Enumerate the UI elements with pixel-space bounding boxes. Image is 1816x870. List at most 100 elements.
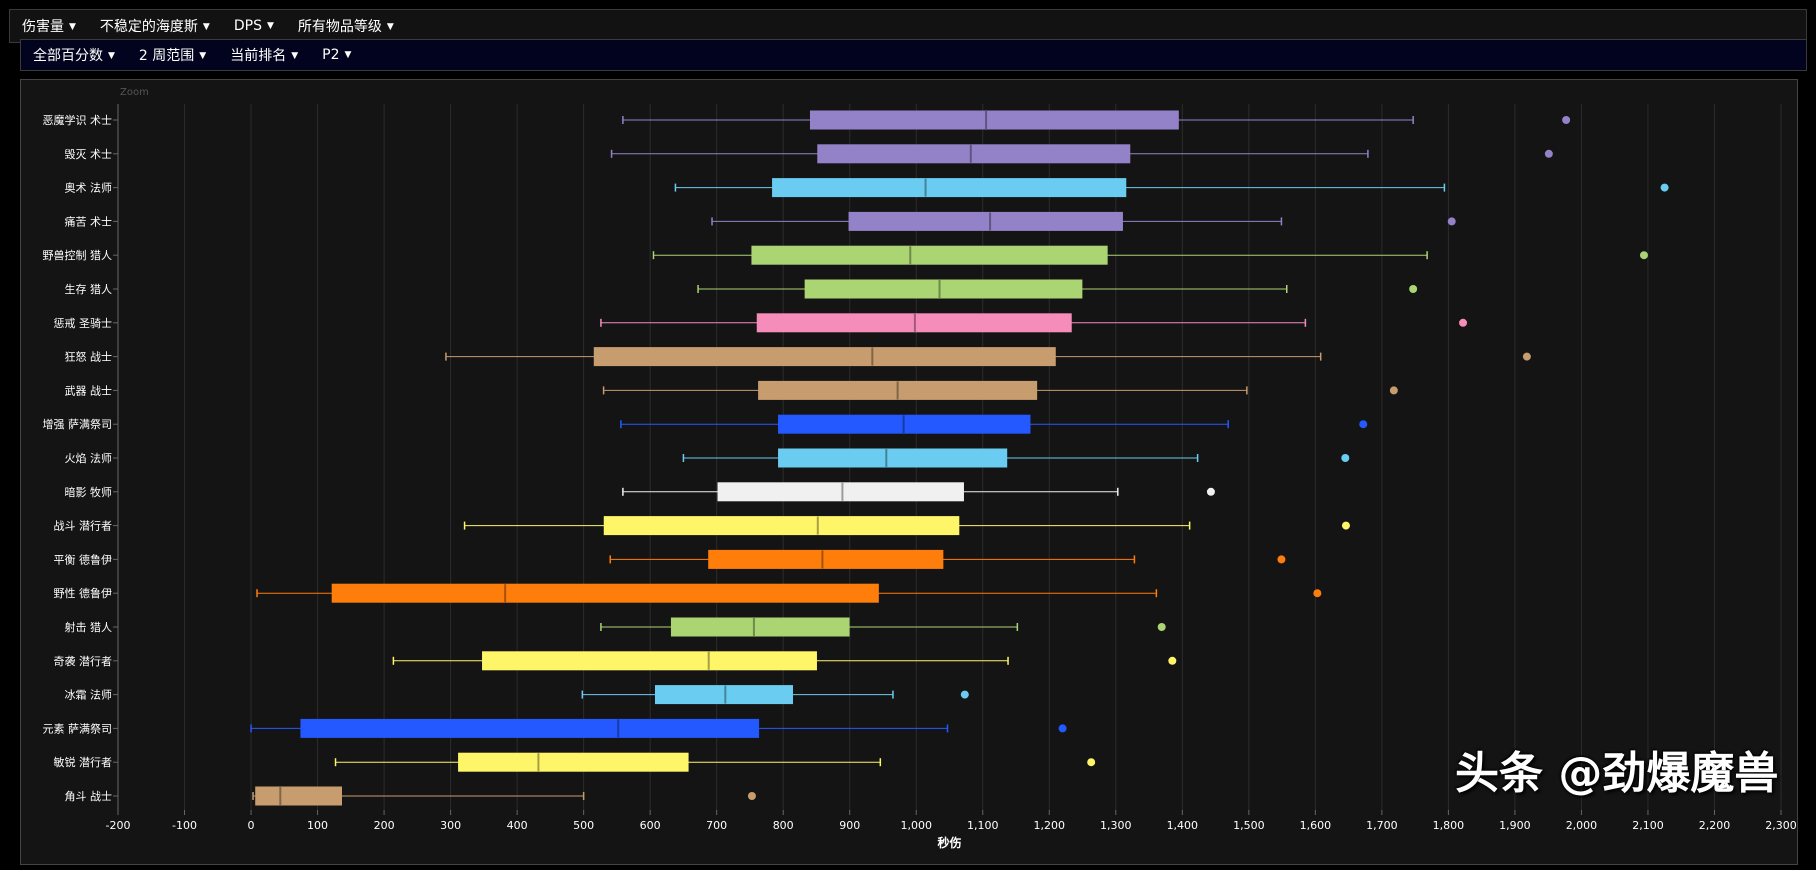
outlier-point bbox=[1157, 623, 1166, 631]
box bbox=[331, 583, 879, 603]
dropdown-label: 伤害量 bbox=[22, 19, 64, 35]
outlier-point bbox=[1409, 285, 1418, 293]
box bbox=[751, 245, 1108, 265]
x-tick-label: 1,100 bbox=[967, 819, 999, 832]
caret-down-icon: ▼ bbox=[199, 51, 207, 61]
percentile-dropdown[interactable]: 全部百分数 ▼ bbox=[33, 45, 115, 65]
role-dropdown[interactable]: DPS ▼ bbox=[234, 18, 274, 34]
x-tick-label: 0 bbox=[248, 819, 255, 832]
watermark: 头条 @劲爆魔兽 bbox=[1455, 748, 1779, 799]
box bbox=[482, 651, 817, 671]
category-label: 平衡 德鲁伊 bbox=[54, 552, 113, 566]
x-tick-label: 500 bbox=[573, 819, 594, 832]
category-label: 角斗 战士 bbox=[65, 790, 113, 803]
category-label: 武器 战士 bbox=[65, 384, 113, 397]
x-tick-label: 2,000 bbox=[1566, 819, 1598, 832]
outlier-point bbox=[1562, 116, 1571, 124]
outlier-point bbox=[1544, 149, 1553, 158]
x-tick-label: 900 bbox=[839, 819, 860, 832]
category-label: 火焰 法师 bbox=[65, 451, 113, 465]
caret-down-icon: ▼ bbox=[202, 22, 210, 32]
x-tick-label: 1,000 bbox=[900, 819, 932, 832]
category-label: 射击 猎人 bbox=[65, 620, 113, 634]
outlier-point bbox=[1447, 217, 1456, 226]
box bbox=[593, 347, 1056, 367]
x-tick-label: 1,200 bbox=[1034, 819, 1066, 832]
box bbox=[603, 516, 960, 536]
box bbox=[300, 718, 760, 738]
box bbox=[804, 279, 1083, 299]
x-axis-title: 秒伤 bbox=[937, 835, 961, 850]
dropdown-label: 所有物品等级 bbox=[297, 19, 382, 35]
outlier-point bbox=[1639, 251, 1648, 260]
x-tick-label: -100 bbox=[172, 819, 197, 832]
secondary-filter-bar: 全部百分数 ▼ 2 周范围 ▼ 当前排名 ▼ P2 ▼ bbox=[20, 39, 1807, 71]
x-tick-label: 300 bbox=[440, 819, 461, 832]
x-tick-label: 1,700 bbox=[1366, 819, 1398, 832]
dropdown-label: 全部百分数 bbox=[33, 48, 103, 64]
x-tick-label: 2,300 bbox=[1765, 819, 1797, 832]
box bbox=[809, 110, 1179, 130]
outlier-point bbox=[1277, 555, 1286, 564]
outlier-point bbox=[1359, 420, 1368, 429]
box bbox=[848, 211, 1123, 231]
phase-dropdown[interactable]: P2 ▼ bbox=[322, 47, 351, 63]
box bbox=[717, 482, 964, 502]
x-tick-label: 2,100 bbox=[1632, 819, 1664, 832]
range-dropdown[interactable]: 2 周范围 ▼ bbox=[139, 45, 206, 65]
box bbox=[817, 144, 1131, 164]
box bbox=[778, 414, 1031, 434]
box bbox=[756, 313, 1072, 333]
category-label: 野性 德鲁伊 bbox=[54, 586, 113, 600]
outlier-point bbox=[1389, 386, 1398, 395]
box bbox=[670, 617, 850, 637]
x-tick-label: 1,900 bbox=[1499, 819, 1531, 832]
caret-down-icon: ▼ bbox=[386, 22, 394, 32]
x-tick-label: 1,300 bbox=[1100, 819, 1132, 832]
caret-down-icon: ▼ bbox=[69, 22, 76, 32]
ranking-dropdown[interactable]: 当前排名 ▼ bbox=[230, 45, 298, 65]
outlier-point bbox=[1660, 183, 1669, 192]
metric-dropdown[interactable]: 伤害量 ▼ bbox=[22, 16, 76, 36]
box bbox=[758, 380, 1038, 400]
x-tick-label: 1,600 bbox=[1300, 819, 1332, 832]
outlier-point bbox=[1341, 521, 1350, 530]
x-tick-label: 2,200 bbox=[1699, 819, 1731, 832]
box bbox=[708, 549, 944, 569]
outlier-point bbox=[1058, 724, 1067, 733]
category-label: 恶魔学识 术士 bbox=[43, 113, 113, 127]
x-tick-label: 1,400 bbox=[1167, 819, 1199, 832]
x-tick-label: 800 bbox=[773, 819, 794, 832]
outlier-point bbox=[1341, 454, 1350, 462]
outlier-point bbox=[1522, 352, 1531, 361]
category-label: 敏锐 潜行者 bbox=[54, 755, 113, 769]
category-label: 暗影 牧师 bbox=[65, 485, 113, 499]
box bbox=[778, 448, 1008, 468]
primary-filter-bar: 伤害量 ▼ 不稳定的海度斯 ▼ DPS ▼ 所有物品等级 ▼ bbox=[9, 9, 1807, 43]
x-tick-label: 1,500 bbox=[1233, 819, 1265, 832]
zoom-label[interactable]: Zoom bbox=[120, 87, 149, 98]
caret-down-icon: ▼ bbox=[344, 50, 352, 60]
x-tick-label: 100 bbox=[307, 819, 328, 832]
item-level-dropdown[interactable]: 所有物品等级 ▼ bbox=[298, 16, 394, 36]
category-label: 奥术 法师 bbox=[65, 181, 113, 195]
boss-dropdown[interactable]: 不稳定的海度斯 ▼ bbox=[100, 16, 210, 36]
caret-down-icon: ▼ bbox=[108, 51, 115, 61]
category-label: 毁灭 术士 bbox=[65, 147, 113, 161]
outlier-point bbox=[1206, 487, 1215, 496]
dropdown-label: 2 周范围 bbox=[138, 48, 195, 64]
category-label: 奇袭 潜行者 bbox=[54, 654, 113, 668]
category-label: 冰霜 法师 bbox=[65, 688, 113, 702]
category-label: 狂怒 战士 bbox=[65, 350, 113, 364]
x-tick-label: -200 bbox=[106, 819, 131, 832]
x-tick-label: 600 bbox=[640, 819, 661, 832]
category-label: 野兽控制 猎人 bbox=[43, 248, 113, 262]
box bbox=[458, 752, 689, 772]
category-label: 痛苦 术士 bbox=[65, 214, 113, 228]
outlier-point bbox=[747, 792, 756, 800]
dropdown-label: 当前排名 bbox=[230, 48, 287, 64]
outlier-point bbox=[1459, 318, 1468, 327]
outlier-point bbox=[960, 690, 969, 699]
box bbox=[255, 786, 343, 806]
